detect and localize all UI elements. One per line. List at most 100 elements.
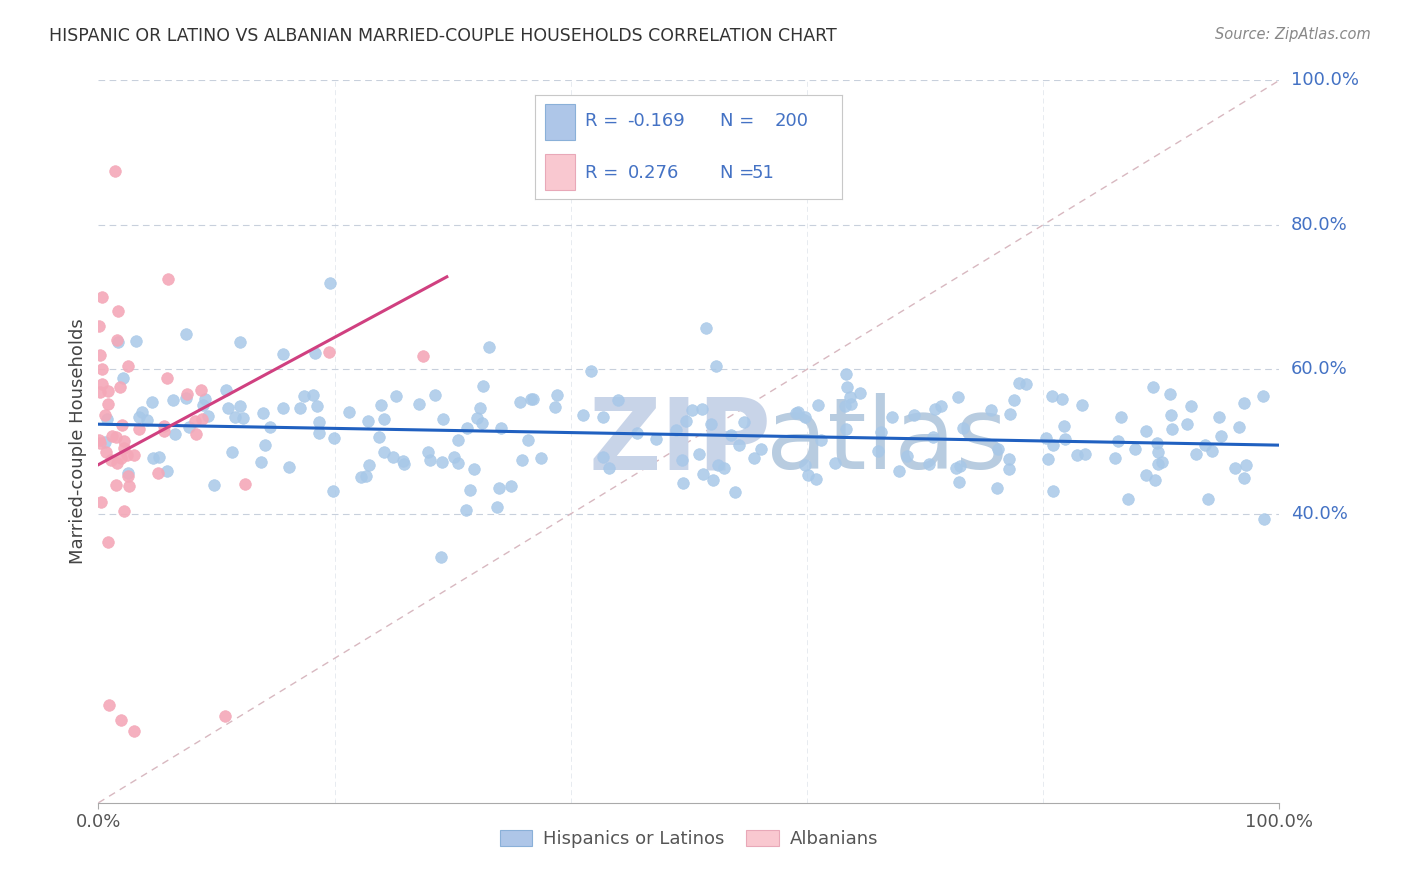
Point bbox=[987, 442, 1010, 456]
Point bbox=[924, 401, 946, 416]
Point bbox=[277, 460, 299, 475]
Point bbox=[97, 397, 120, 411]
Point bbox=[179, 420, 201, 434]
Point bbox=[323, 431, 346, 445]
Point bbox=[174, 392, 197, 406]
Point bbox=[1116, 492, 1139, 507]
Y-axis label: Married-couple Households: Married-couple Households bbox=[69, 318, 87, 565]
Point bbox=[1147, 457, 1170, 471]
Point bbox=[423, 387, 446, 401]
Point bbox=[728, 438, 751, 452]
Point bbox=[111, 371, 134, 385]
Point bbox=[797, 468, 820, 483]
Point bbox=[1223, 461, 1246, 475]
Point bbox=[122, 723, 145, 738]
Point bbox=[350, 470, 373, 484]
Point bbox=[841, 397, 863, 411]
Point bbox=[153, 418, 176, 433]
Point bbox=[672, 476, 695, 491]
Point bbox=[447, 456, 470, 470]
Point bbox=[1123, 442, 1146, 456]
Point bbox=[184, 426, 207, 441]
Point bbox=[105, 456, 128, 470]
Point bbox=[94, 445, 117, 459]
Point bbox=[373, 445, 395, 459]
Point bbox=[986, 481, 1008, 495]
Point bbox=[681, 403, 703, 417]
Point bbox=[447, 433, 470, 447]
Point bbox=[215, 383, 238, 397]
Point bbox=[308, 425, 330, 440]
Point bbox=[794, 458, 817, 472]
Point bbox=[1052, 418, 1074, 433]
Point bbox=[308, 416, 330, 430]
Point bbox=[271, 401, 294, 416]
Point bbox=[124, 334, 146, 348]
Point bbox=[478, 340, 501, 354]
Text: ZIP: ZIP bbox=[589, 393, 772, 490]
Point bbox=[1008, 376, 1031, 391]
Point bbox=[98, 698, 121, 713]
Point bbox=[592, 450, 614, 464]
Point bbox=[416, 444, 439, 458]
Point bbox=[598, 461, 620, 475]
Point bbox=[665, 423, 688, 437]
Point bbox=[807, 398, 830, 412]
Point bbox=[510, 453, 533, 467]
Point bbox=[191, 398, 214, 412]
Point bbox=[1185, 447, 1208, 461]
Point bbox=[488, 481, 510, 495]
Point bbox=[305, 399, 328, 413]
Point bbox=[105, 430, 128, 444]
Point bbox=[1227, 419, 1250, 434]
Point bbox=[952, 421, 974, 435]
Point bbox=[520, 392, 543, 407]
Point bbox=[131, 405, 153, 419]
Point bbox=[322, 483, 344, 498]
Point bbox=[232, 410, 254, 425]
Point bbox=[592, 410, 614, 425]
Point bbox=[318, 345, 340, 359]
Point bbox=[176, 327, 198, 342]
Point bbox=[156, 371, 179, 385]
Point bbox=[489, 421, 512, 435]
Point bbox=[337, 405, 360, 419]
Point bbox=[156, 464, 179, 478]
Point bbox=[546, 388, 568, 402]
Point bbox=[1144, 474, 1167, 488]
Point bbox=[1194, 438, 1216, 452]
Point bbox=[1066, 448, 1088, 462]
Point bbox=[1201, 443, 1223, 458]
Point bbox=[471, 417, 494, 431]
Point bbox=[713, 460, 735, 475]
Point bbox=[271, 347, 294, 361]
Point bbox=[948, 390, 970, 404]
Text: 60.0%: 60.0% bbox=[1291, 360, 1347, 378]
Point bbox=[105, 334, 128, 348]
Point bbox=[949, 458, 972, 473]
Point bbox=[288, 401, 311, 416]
Point bbox=[572, 409, 595, 423]
Point bbox=[704, 359, 727, 373]
Point bbox=[229, 335, 252, 350]
Point bbox=[110, 450, 132, 465]
Point bbox=[835, 422, 858, 436]
Point bbox=[90, 290, 112, 304]
Point bbox=[692, 467, 714, 482]
Point bbox=[1042, 483, 1064, 498]
Point bbox=[1208, 409, 1230, 424]
Point bbox=[1135, 467, 1157, 482]
Point bbox=[1070, 398, 1092, 412]
Point bbox=[122, 448, 145, 462]
Point bbox=[1234, 458, 1257, 472]
Point bbox=[97, 384, 120, 398]
Point bbox=[190, 383, 212, 397]
Point bbox=[922, 430, 945, 444]
Point bbox=[253, 438, 276, 452]
Point bbox=[1135, 425, 1157, 439]
Point bbox=[1232, 396, 1254, 410]
Point bbox=[1180, 399, 1202, 413]
Point bbox=[233, 476, 256, 491]
Point bbox=[1142, 380, 1164, 394]
Point bbox=[835, 379, 858, 393]
